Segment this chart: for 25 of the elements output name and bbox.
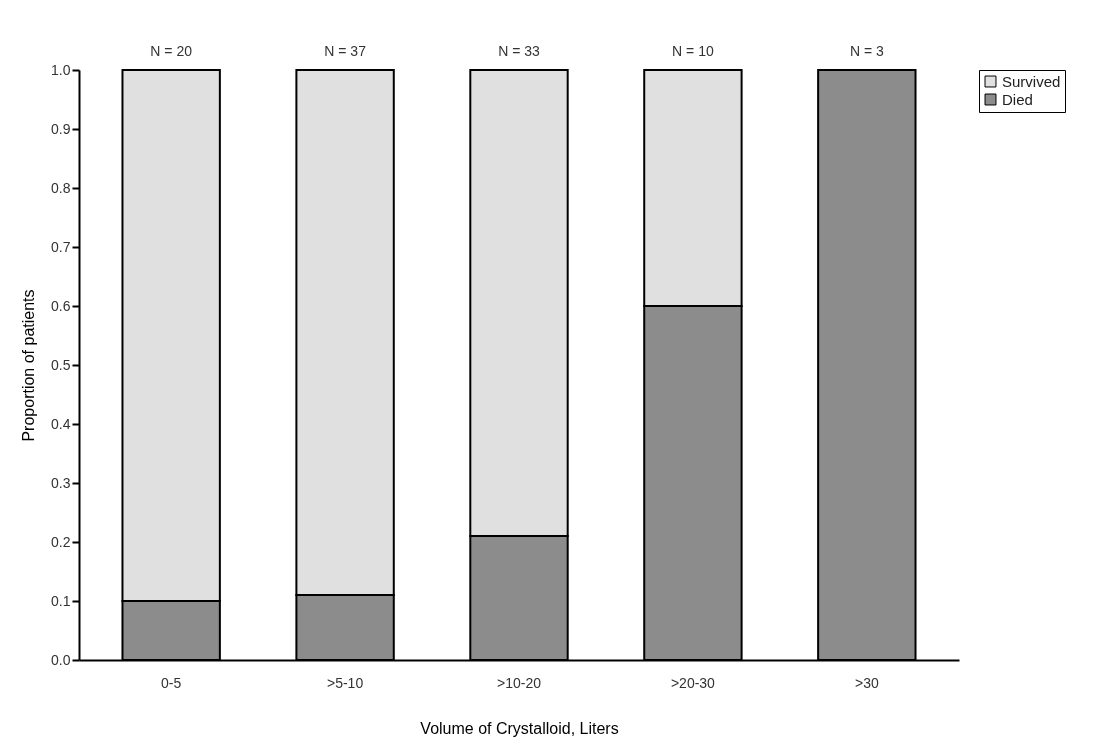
x-tick-label: >5-10 [326, 674, 364, 691]
annotation: N = 10 [672, 43, 714, 59]
annotation: N = 20 [150, 43, 193, 59]
y-tick-label: 0.1 [51, 592, 71, 609]
y-tick-label: 0.5 [51, 356, 71, 373]
y-tick-label: 1.0 [51, 61, 71, 78]
y-tick-label: 0.6 [51, 297, 71, 314]
y-tick-label: 0.2 [51, 533, 71, 550]
y-tick-label: 0.4 [51, 415, 71, 432]
x-tick-label: >30 [854, 674, 879, 691]
y-tick-label: 0.9 [51, 120, 71, 137]
x-tick-label: >20-30 [670, 674, 716, 691]
x-tick-label: >10-20 [497, 674, 542, 691]
y-tick-label: 0.7 [51, 238, 71, 255]
y-tick-label: 0.3 [51, 474, 71, 491]
annotation: N = 33 [498, 43, 541, 59]
x-tick-label: 0-5 [161, 674, 182, 691]
y-tick-label: 0.0 [51, 651, 71, 668]
x-axis-title: Volume of Crystalloid, Liters [420, 719, 619, 737]
y-tick-label: 0.8 [51, 179, 71, 196]
legend-label: Died [1002, 90, 1033, 108]
annotation: N = 37 [324, 43, 367, 59]
y-axis-title: Proportion of patients [20, 289, 38, 442]
annotation: N = 3 [849, 43, 884, 59]
legend-label: Survived [1002, 72, 1061, 90]
